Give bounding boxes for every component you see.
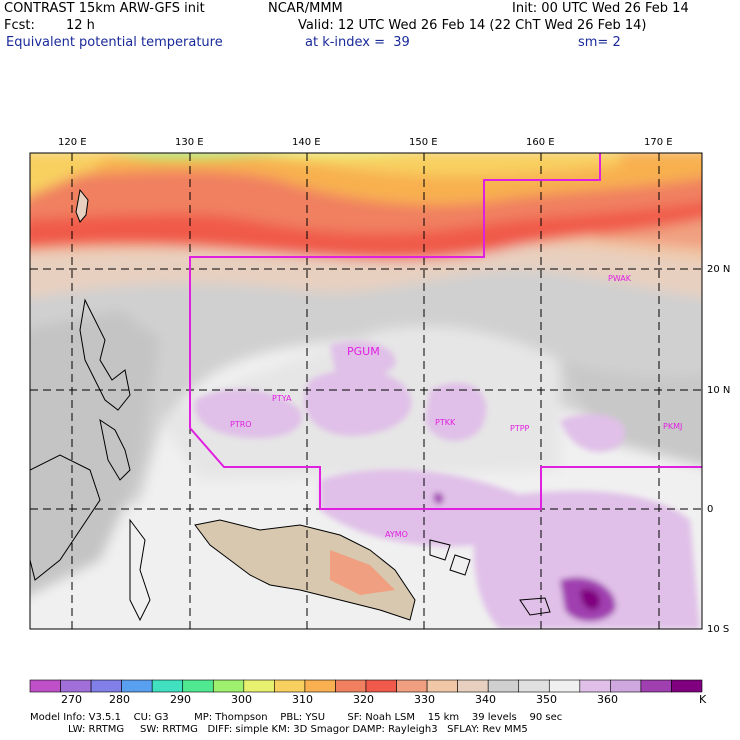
station-label: PTRO bbox=[230, 420, 252, 429]
lon-label: 150 E bbox=[409, 137, 438, 148]
coastlines bbox=[30, 188, 551, 622]
model-info-line1: Model Info: V3.5.1 CU: G3 MP: Thompson P… bbox=[30, 712, 563, 723]
lat-label: 10 S bbox=[707, 624, 730, 635]
colorbar-label: 290 bbox=[170, 693, 191, 706]
station-label: PWAK bbox=[608, 274, 632, 283]
colorbar-label: 270 bbox=[61, 693, 82, 706]
forecast-label: Fcst: bbox=[4, 18, 35, 33]
station-label: PGUM bbox=[347, 345, 380, 358]
domain-boundary bbox=[189, 153, 702, 510]
lon-label: 130 E bbox=[175, 137, 204, 148]
valid-time: Valid: 12 UTC Wed 26 Feb 14 (22 ChT Wed … bbox=[298, 18, 647, 33]
lon-label: 120 E bbox=[58, 137, 87, 148]
station-label: AYMO bbox=[385, 530, 408, 539]
lat-label: 20 N bbox=[707, 264, 731, 275]
smoothing-label: sm= 2 bbox=[578, 35, 621, 50]
station-label: PTKK bbox=[435, 418, 456, 427]
lat-label: 10 N bbox=[707, 385, 731, 396]
colorbar-label: 280 bbox=[109, 693, 130, 706]
graticule bbox=[30, 153, 702, 629]
forecast-hour: 12 h bbox=[66, 18, 95, 33]
lat-label: 0 bbox=[707, 504, 714, 515]
station-label: PTPP bbox=[510, 424, 530, 433]
colorbar-label: 310 bbox=[292, 693, 313, 706]
station-label: PTYA bbox=[272, 394, 292, 403]
field-name: Equivalent potential temperature bbox=[6, 35, 223, 50]
lon-label: 170 E bbox=[644, 137, 673, 148]
lon-label: 140 E bbox=[292, 137, 321, 148]
colorbar-label: 350 bbox=[536, 693, 557, 706]
level-label: at k-index = 39 bbox=[305, 35, 410, 50]
colorbar-label: 320 bbox=[353, 693, 374, 706]
field-shading: PWAK PGUM PTYA PTRO PTKK PTPP PKMJ AYMO bbox=[30, 153, 702, 629]
colorbar-label: 300 bbox=[231, 693, 252, 706]
colorbar-unit: K bbox=[699, 693, 707, 706]
colorbar-label: 340 bbox=[475, 693, 496, 706]
map-frame bbox=[29, 152, 703, 630]
init-time: Init: 00 UTC Wed 26 Feb 14 bbox=[512, 1, 689, 16]
station-label: PKMJ bbox=[663, 422, 682, 431]
model-title: CONTRAST 15km ARW-GFS init bbox=[4, 1, 205, 16]
org-label: NCAR/MMM bbox=[268, 1, 343, 16]
lon-label: 160 E bbox=[526, 137, 555, 148]
colorbar-label: 330 bbox=[414, 693, 435, 706]
model-info-line2: LW: RRTMG SW: RRTMG DIFF: simple KM: 3D … bbox=[68, 724, 528, 735]
colorbar-label: 360 bbox=[597, 693, 618, 706]
